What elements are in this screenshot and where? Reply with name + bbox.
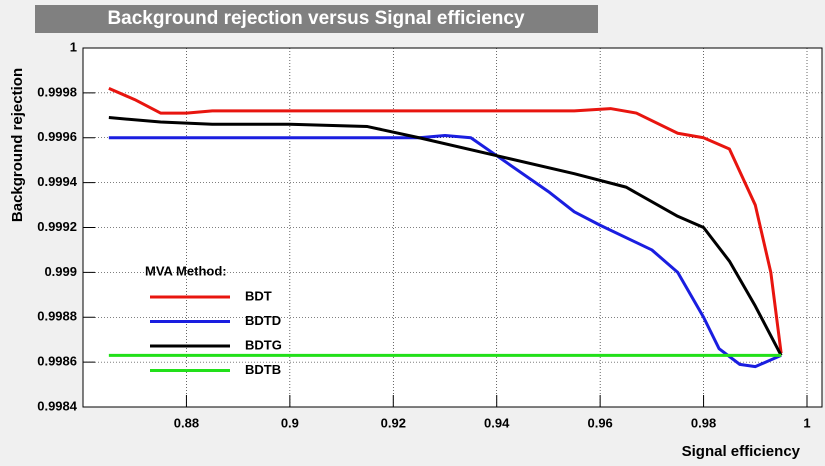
legend-label: BDTD <box>245 313 281 328</box>
y-tick-label: 0.9996 <box>37 129 77 144</box>
legend-label: BDTG <box>245 337 282 352</box>
x-tick-label: 1 <box>803 415 810 430</box>
line-series <box>108 116 783 357</box>
legend-label: BDTB <box>245 362 281 377</box>
x-axis-label: Signal efficiency <box>682 443 801 460</box>
x-tick-label: 0.94 <box>484 415 510 430</box>
y-tick-label: 0.9986 <box>37 354 77 369</box>
y-tick-label: 0.9992 <box>37 219 77 234</box>
y-tick-label: 0.999 <box>44 264 77 279</box>
y-tick-label: 0.9984 <box>37 398 78 413</box>
legend-label: BDT <box>245 288 272 303</box>
x-tick-label: 0.96 <box>587 415 612 430</box>
y-tick-label: 1 <box>70 39 77 54</box>
x-tick-label: 0.88 <box>174 415 199 430</box>
y-tick-label: 0.9994 <box>37 174 78 189</box>
chart-title: Background rejection versus Signal effic… <box>107 8 525 29</box>
y-tick-label: 0.9998 <box>37 84 77 99</box>
line-series <box>108 134 782 369</box>
legend-title: MVA Method: <box>145 263 227 278</box>
x-tick-label: 0.98 <box>691 415 716 430</box>
x-tick-label: 0.9 <box>281 415 299 430</box>
y-axis-label: Background rejection <box>9 68 26 222</box>
y-tick-label: 0.9988 <box>37 309 77 324</box>
x-tick-label: 0.92 <box>381 415 406 430</box>
title-box <box>35 5 598 33</box>
line-series <box>108 87 783 354</box>
